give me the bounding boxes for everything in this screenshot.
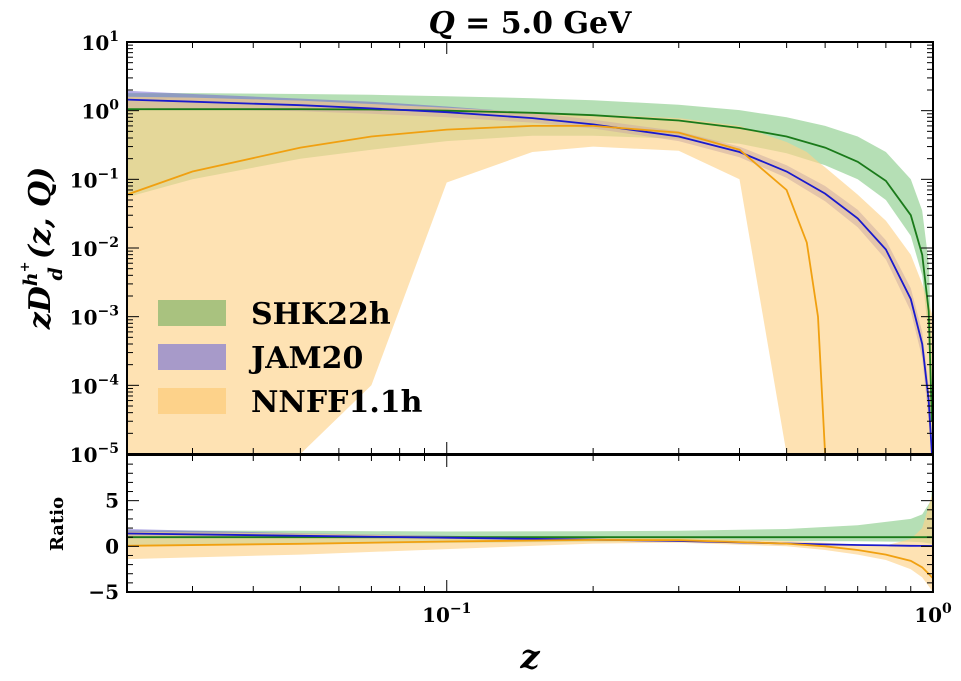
- main-band-nnff1-1h: [127, 96, 933, 454]
- ratio-bands: [127, 473, 933, 592]
- main-y-tick-label: 10−4: [70, 372, 120, 398]
- tick-base: 10: [70, 168, 98, 192]
- main-bands: [127, 90, 933, 454]
- chart-title: Q = 5.0 GeV: [429, 6, 633, 41]
- main-line-shk22h: [127, 108, 933, 422]
- ratio-y-tick-label: −5: [88, 580, 119, 604]
- ratio-ticks: 50−510−1 100: [88, 455, 952, 627]
- x-tick-label: 100: [914, 601, 952, 627]
- legend-label: JAM20: [248, 341, 363, 376]
- legend: SHK22h JAM20 NNFF1.1h: [158, 297, 423, 420]
- tick-exponent: −1: [450, 601, 471, 617]
- tick-base: 10: [70, 443, 98, 467]
- ratio-lines: [127, 532, 933, 579]
- main-line-jam20: [127, 98, 933, 454]
- main-y-tick-label: 101: [81, 29, 119, 55]
- ratio-y-axis-label: Ratio: [47, 497, 68, 551]
- tick-exponent: 1: [109, 29, 119, 45]
- ratio-y-tick-label: 5: [105, 489, 119, 513]
- tick-base: 10: [70, 306, 98, 330]
- main-y-tick-label: 10−1: [70, 166, 119, 192]
- tick-base: 10: [81, 31, 109, 55]
- title-equals: =: [455, 6, 501, 41]
- ratio-y-tick-label: 0: [105, 534, 119, 558]
- tick-exponent: −4: [98, 372, 120, 388]
- tick-base: 10: [70, 237, 98, 261]
- tick-base: 10: [81, 100, 109, 124]
- title-value: 5.0 GeV: [501, 6, 632, 41]
- tick-exponent: 0: [942, 601, 952, 617]
- ylabel-sub-d: d: [45, 267, 67, 280]
- tick-exponent: −2: [98, 235, 119, 251]
- legend-swatch-nnff1-1h: [158, 388, 226, 414]
- title-q: Q: [429, 6, 455, 41]
- ylabel-zd: zD: [23, 286, 58, 330]
- main-y-axis-label: zDh+ d (z, Q): [18, 167, 67, 331]
- legend-label: NNFF1.1h: [251, 385, 423, 420]
- legend-swatch-jam20: [158, 344, 226, 370]
- ratio-band-nnff1-1h: [127, 491, 933, 592]
- main-line-nnff1-1h: [127, 125, 826, 454]
- main-y-tick-label: 10−2: [70, 235, 119, 261]
- main-y-tick-label: 100: [81, 98, 119, 124]
- tick-exponent: −5: [98, 441, 119, 457]
- x-axis-label: z: [519, 637, 540, 677]
- legend-swatch-shk22h: [158, 300, 226, 326]
- legend-label: SHK22h: [251, 297, 391, 332]
- main-y-tick-label: 10−3: [70, 304, 119, 330]
- tick-base: 10: [914, 603, 942, 627]
- ratio-frame: [126, 454, 934, 593]
- tick-exponent: −1: [98, 166, 119, 182]
- ylabel-sup-plus: +: [18, 261, 33, 272]
- main-y-tick-label: 10−5: [70, 441, 119, 467]
- ylabel-sup-h: h: [20, 272, 42, 286]
- main-lines: [127, 98, 933, 454]
- ylabel-args: (z, Q): [23, 167, 58, 259]
- tick-base: 10: [70, 374, 98, 398]
- tick-base: 10: [422, 603, 450, 627]
- x-tick-label: 10−1: [422, 601, 471, 627]
- ratio-line-jam20: [127, 532, 933, 547]
- tick-exponent: 0: [109, 98, 119, 114]
- ratio-line-nnff1-1h: [127, 538, 933, 579]
- ratio-panel: 50−510−1 100: [88, 454, 952, 627]
- tick-exponent: −3: [98, 304, 119, 320]
